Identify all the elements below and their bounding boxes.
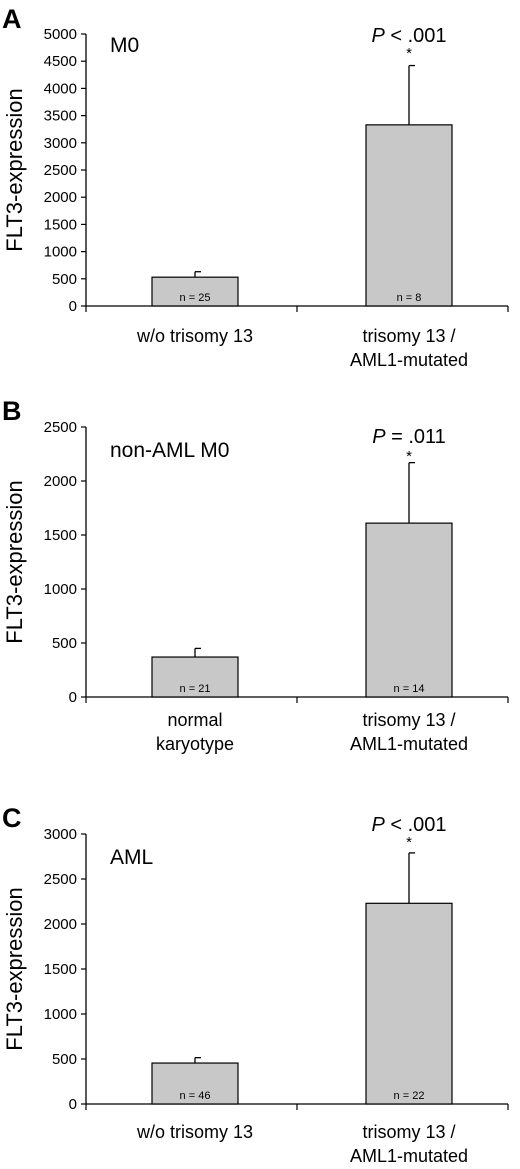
x-tick-label: karyotype <box>156 734 234 754</box>
y-tick-label: 3500 <box>44 108 77 125</box>
chart-panel-b: B FLT3-expression 0 500 1000 1500 2000 2500 n = … <box>2 396 509 754</box>
y-tick-label: 1500 <box>44 527 77 544</box>
chart-panel-a: A FLT3-expression 0 500 1000 1500 2000 2500 3000… <box>2 4 509 370</box>
y-tick-label: 0 <box>69 298 77 315</box>
y-tick-label: 1000 <box>44 244 77 261</box>
n-label: n = 46 <box>180 1090 211 1102</box>
y-tick-label: 2500 <box>44 162 77 179</box>
y-tick-label: 0 <box>69 1096 77 1113</box>
chart-panel-c: C FLT3-expression 0 500 1000 1500 2000 2500 3000… <box>2 803 509 1166</box>
x-tick-label: w/o trisomy 13 <box>136 326 253 346</box>
y-tick-label: 3000 <box>44 135 77 152</box>
y-tick-label: 5000 <box>44 26 77 43</box>
inset-label: AML <box>110 846 153 869</box>
bar <box>151 656 239 698</box>
inset-label: M0 <box>110 34 139 57</box>
inset-label: non-AML M0 <box>110 439 229 462</box>
y-tick-label: 0 <box>69 689 77 706</box>
y-tick-label: 2000 <box>44 473 77 490</box>
y-axis-title: FLT3-expression <box>2 88 27 251</box>
n-label: n = 14 <box>394 683 425 695</box>
bar <box>365 124 453 307</box>
x-tick-label: normal <box>167 710 222 730</box>
x-tick-label: trisomy 13 / <box>362 1122 455 1142</box>
y-axis-title: FLT3-expression <box>2 480 27 643</box>
y-tick-label: 3000 <box>44 826 77 843</box>
y-tick-label: 1500 <box>44 216 77 233</box>
p-value-label: P < .001 <box>371 814 446 836</box>
panel-letter: A <box>2 4 22 34</box>
p-value-text: = .011 <box>386 426 446 448</box>
p-value-text: < .001 <box>385 25 447 47</box>
y-tick-label: 2000 <box>44 916 77 933</box>
y-axis-title: FLT3-expression <box>2 887 27 1050</box>
y-tick-label: 1000 <box>44 581 77 598</box>
x-tick-label: AML1-mutated <box>350 350 468 370</box>
n-label: n = 8 <box>397 292 422 304</box>
significance-star: * <box>406 45 412 62</box>
p-value-symbol: P <box>371 25 385 47</box>
y-tick-label: 2500 <box>44 871 77 888</box>
y-tick-label: 4500 <box>44 53 77 70</box>
p-value-label: P = .011 <box>372 426 446 448</box>
significance-star: * <box>406 834 412 851</box>
bar <box>151 276 239 307</box>
y-tick-label: 2500 <box>44 419 77 436</box>
x-tick-label: w/o trisomy 13 <box>136 1122 253 1142</box>
p-value-symbol: P <box>371 814 385 836</box>
panel-letter: C <box>2 803 22 833</box>
p-value-label: P < .001 <box>371 25 446 47</box>
significance-star: * <box>406 448 412 465</box>
panel-letter: B <box>2 396 22 426</box>
y-tick-label: 1000 <box>44 1006 77 1023</box>
n-label: n = 21 <box>180 683 211 695</box>
bar <box>365 522 453 698</box>
y-tick-label: 500 <box>52 1051 77 1068</box>
y-tick-label: 500 <box>52 635 77 652</box>
y-tick-label: 500 <box>52 271 77 288</box>
x-tick-label: trisomy 13 / <box>362 326 455 346</box>
y-tick-label: 2000 <box>44 189 77 206</box>
bar <box>365 902 453 1105</box>
p-value-text: < .001 <box>385 814 447 836</box>
n-label: n = 22 <box>394 1090 425 1102</box>
y-tick-label: 4000 <box>44 80 77 97</box>
x-tick-label: AML1-mutated <box>350 734 468 754</box>
y-tick-label: 1500 <box>44 961 77 978</box>
x-tick-label: trisomy 13 / <box>362 710 455 730</box>
bar <box>151 1062 239 1105</box>
p-value-symbol: P <box>372 426 386 448</box>
n-label: n = 25 <box>180 292 211 304</box>
x-tick-label: AML1-mutated <box>350 1146 468 1166</box>
